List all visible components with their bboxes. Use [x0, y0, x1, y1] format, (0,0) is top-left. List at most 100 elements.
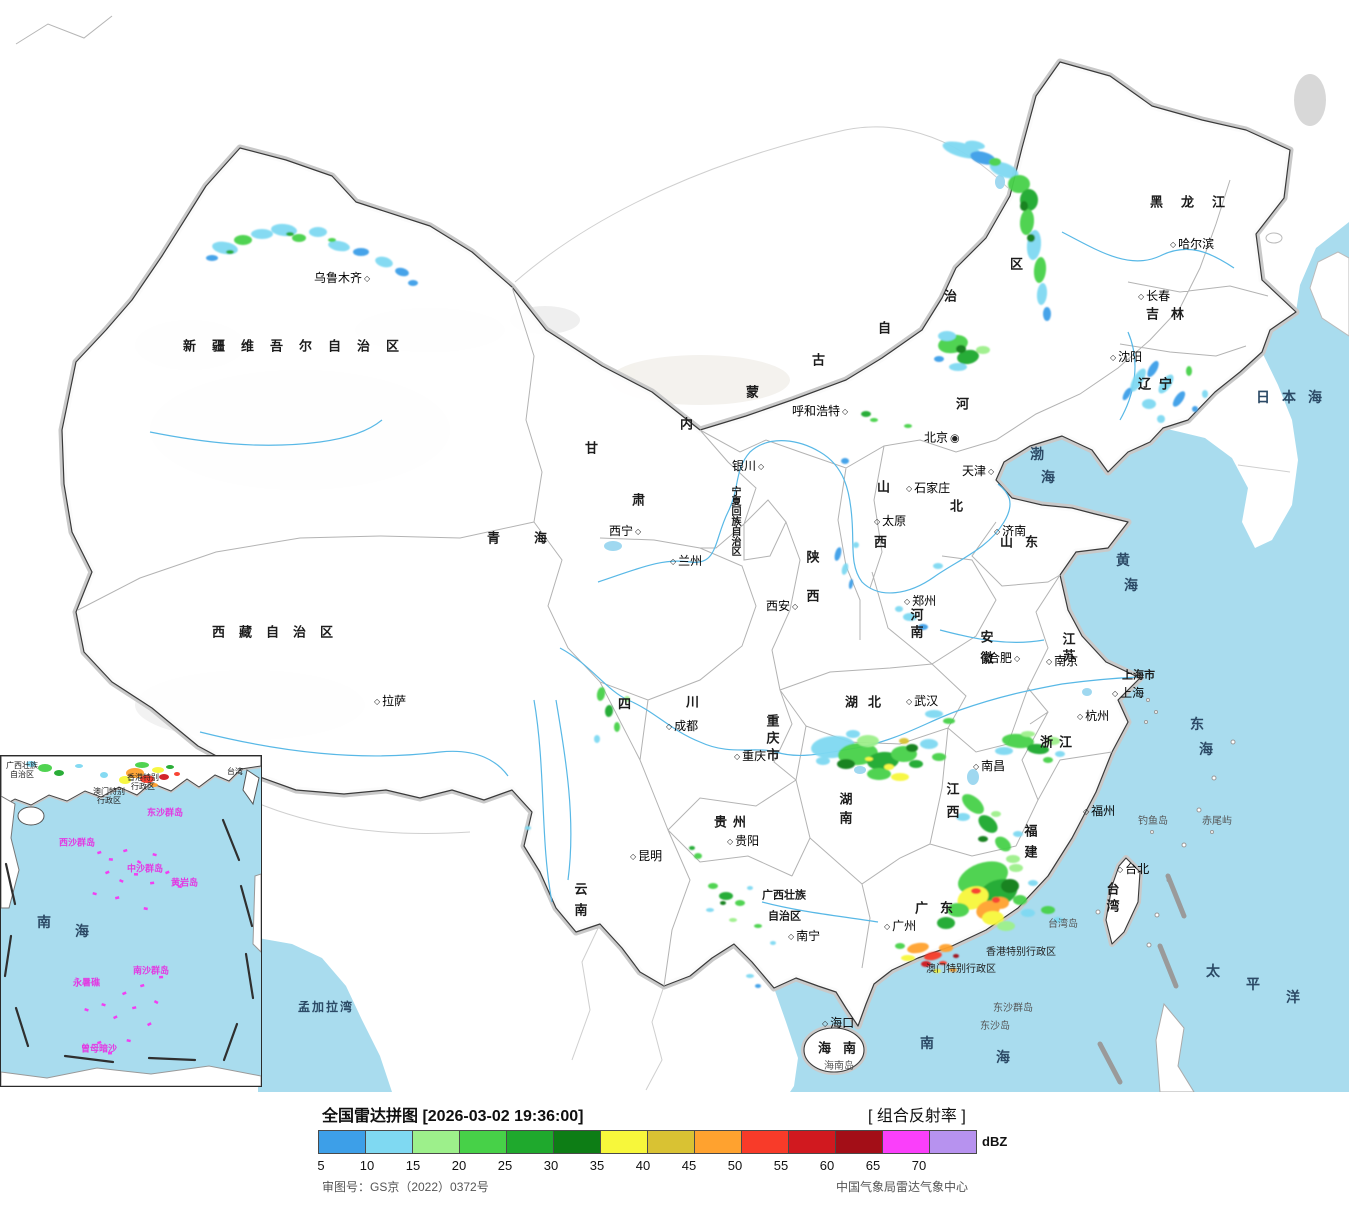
- reef-speck: [101, 1003, 106, 1007]
- echo-blob: [234, 235, 252, 245]
- echo-blob: [1142, 399, 1156, 409]
- echo-blob: [978, 815, 998, 833]
- echo-blob: [1172, 391, 1186, 407]
- echo-blob: [38, 764, 52, 772]
- echo-blob: [1006, 855, 1020, 863]
- reef-speck: [108, 858, 113, 861]
- echo-blob: [251, 229, 273, 239]
- unit-label: dBZ: [982, 1134, 1008, 1149]
- echo-blob: [899, 738, 909, 744]
- reef-speck: [165, 870, 170, 875]
- legend-cell: [695, 1131, 742, 1153]
- echo-blob: [720, 901, 726, 905]
- echo-blob: [1019, 209, 1035, 235]
- echo-blob: [937, 917, 955, 929]
- inset-boundary-dash: [222, 1022, 239, 1062]
- lakes: [604, 175, 1092, 785]
- legend-cell: [742, 1131, 789, 1153]
- echo-blob: [1036, 283, 1048, 305]
- echo-blob: [206, 255, 218, 261]
- legend-tick: 65: [865, 1158, 881, 1173]
- echo-blob: [1053, 917, 1063, 923]
- echo-blob: [624, 696, 630, 702]
- legend-tick: 70: [911, 1158, 927, 1173]
- product-label: [ 组合反射率 ]: [868, 1108, 966, 1125]
- echo-blob: [965, 140, 985, 150]
- echo-blob: [1027, 234, 1035, 242]
- echo-blob: [1157, 415, 1165, 423]
- reef-speck: [97, 850, 102, 855]
- legend-cell: [648, 1131, 695, 1153]
- legend-tick: 20: [451, 1158, 467, 1173]
- legend-cell: [460, 1131, 507, 1153]
- maritime-boundary-dashes: [1097, 873, 1187, 1085]
- echo-blob: [75, 764, 83, 768]
- reef-speck: [177, 885, 182, 889]
- map-title: 全国雷达拼图 [2026-03-02 19:36:00]: [322, 1108, 584, 1125]
- echo-blob: [962, 794, 984, 814]
- reef-speck: [143, 907, 148, 911]
- echo-blob: [1027, 743, 1049, 755]
- outer-islands: [1095, 74, 1349, 1092]
- reef-speck: [119, 879, 124, 883]
- echo-blob: [924, 951, 942, 961]
- legend-cell: [836, 1131, 883, 1153]
- reef-speck: [147, 1022, 152, 1027]
- inset-boundary-dash: [3, 934, 13, 978]
- legend-cell: [413, 1131, 460, 1153]
- legend-cell: [601, 1131, 648, 1153]
- echo-blob: [867, 768, 891, 780]
- echo-blob: [746, 974, 754, 978]
- echo-blob: [353, 248, 369, 256]
- echo-blob: [861, 411, 871, 417]
- echo-blob: [1046, 737, 1060, 745]
- echo-blob: [140, 775, 154, 783]
- echo-blob: [159, 774, 169, 780]
- echo-blob: [1186, 366, 1192, 376]
- echo-blob: [943, 718, 955, 724]
- reef-speck: [153, 1000, 159, 1005]
- color-scale-bar: [318, 1130, 977, 1154]
- echo-blob: [891, 773, 909, 781]
- echo-blob: [770, 941, 776, 945]
- echo-blob: [706, 908, 714, 912]
- echo-blob: [1002, 733, 1034, 749]
- credit-text: 中国气象局雷达气象中心: [836, 1180, 969, 1194]
- reef-speck: [158, 975, 164, 979]
- legend-tick: 15: [405, 1158, 421, 1173]
- hainan-island: [801, 1025, 867, 1075]
- echo-blob: [903, 613, 917, 621]
- reef-speck: [152, 853, 157, 857]
- echo-blob: [1202, 390, 1208, 398]
- legend-tick: 45: [681, 1158, 697, 1173]
- echo-blob: [1130, 368, 1146, 392]
- reef-speck: [108, 1051, 113, 1055]
- echo-blob: [939, 961, 947, 965]
- echo-blob: [834, 547, 842, 561]
- inset-boundary-dash: [4, 862, 17, 906]
- echo-blob: [939, 944, 953, 952]
- legend-tick: 35: [589, 1158, 605, 1173]
- echo-blob: [1043, 757, 1053, 763]
- echo-blob: [126, 768, 144, 778]
- legend-cell: [507, 1131, 554, 1153]
- map-base-svg: [15, 15, 1349, 1092]
- legend-cell: [789, 1131, 836, 1153]
- inset-reef-specks: [84, 848, 182, 1055]
- legend-panel: 全国雷达拼图 [2026-03-02 19:36:00] [ 组合反射率 ] d…: [0, 1092, 1349, 1208]
- echo-blob: [100, 772, 108, 778]
- inset-dash-line: [3, 818, 255, 1064]
- echo-blob: [841, 458, 849, 464]
- echo-blob: [1020, 201, 1028, 211]
- echo-blob: [918, 624, 928, 630]
- echo-blob: [1001, 879, 1019, 893]
- legend-tick: 50: [727, 1158, 743, 1173]
- echo-blob: [991, 811, 1001, 817]
- echo-blob: [857, 735, 879, 747]
- echo-blob: [992, 897, 1000, 903]
- legend-tick: 40: [635, 1158, 651, 1173]
- legend-cell: [883, 1131, 930, 1153]
- reef-speck: [84, 1008, 89, 1012]
- echo-blob: [26, 761, 36, 767]
- inset-svg: [1, 756, 261, 1086]
